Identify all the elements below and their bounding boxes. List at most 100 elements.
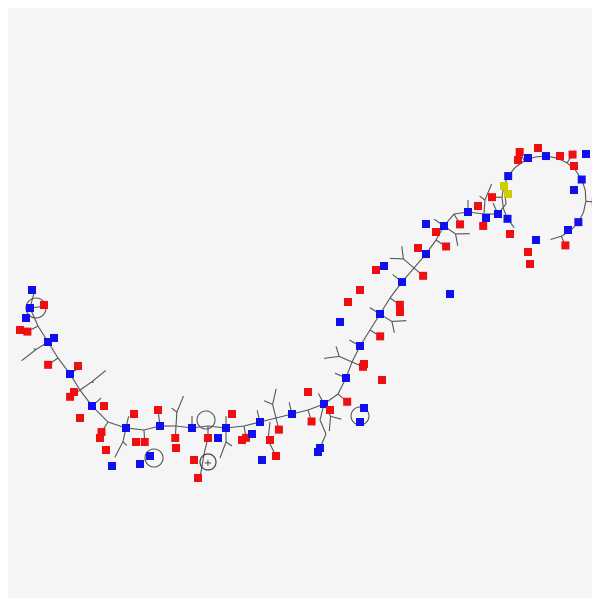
bond — [171, 407, 178, 413]
nitrogen-atom — [50, 334, 58, 342]
oxygen-atom — [506, 230, 514, 238]
structure-canvas[interactable]: + — [8, 8, 592, 598]
nitrogen-atom — [108, 462, 116, 470]
oxygen-atom — [456, 220, 465, 229]
bond — [514, 160, 525, 168]
nitrogen-atom — [66, 370, 74, 378]
oxygen-atom — [97, 428, 106, 437]
bond — [483, 199, 486, 215]
oxygen-atom — [524, 248, 532, 256]
bond — [389, 257, 404, 260]
bond — [91, 369, 107, 383]
oxygen-atom — [514, 156, 522, 164]
nitrogen-atom — [44, 338, 52, 346]
nitrogen-atom — [532, 236, 540, 244]
nitrogen-atom — [376, 310, 384, 318]
bond — [219, 441, 227, 459]
oxygen-atom — [242, 433, 251, 442]
oxygen-atom — [23, 327, 32, 336]
bond — [501, 197, 504, 209]
nitrogen-atom — [574, 218, 583, 227]
oxygen-atom — [432, 228, 440, 236]
oxygen-atom — [76, 414, 84, 422]
nitrogen-atom — [356, 418, 364, 426]
oxygen-atom — [102, 446, 110, 454]
oxygen-atom — [396, 308, 404, 316]
nitrogen-atom — [582, 150, 590, 158]
oxygen-atom — [307, 417, 316, 426]
oxygen-atom — [132, 438, 140, 446]
bond — [479, 195, 486, 201]
nitrogen-atom — [570, 186, 578, 194]
oxygen-atom — [534, 144, 542, 152]
oxygen-atom — [526, 260, 534, 268]
ring — [196, 410, 216, 430]
nitrogen-atom — [440, 222, 448, 230]
oxygen-atom — [568, 150, 577, 159]
nitrogen-atom — [136, 460, 144, 468]
oxygen-atom — [100, 402, 108, 410]
bond — [79, 381, 92, 391]
bond — [21, 348, 37, 362]
nitrogen-atom — [541, 152, 550, 161]
atoms-layer — [16, 144, 592, 482]
oxygen-atom — [204, 434, 212, 442]
bond — [403, 258, 415, 269]
ring — [144, 448, 164, 468]
nitrogen-atom — [360, 404, 368, 412]
nitrogen-atom — [398, 278, 406, 286]
bond — [272, 388, 277, 405]
oxygen-atom — [343, 397, 352, 406]
nitrogen-atom — [356, 342, 364, 350]
bond — [319, 419, 327, 435]
nitrogen-atom — [336, 318, 344, 326]
bond — [263, 400, 273, 405]
oxygen-atom — [376, 332, 385, 341]
bond — [225, 441, 233, 447]
oxygen-atom — [172, 444, 180, 452]
oxygen-atom — [442, 242, 451, 251]
oxygen-atom — [304, 388, 312, 396]
oxygen-atom — [419, 271, 428, 280]
bond — [176, 395, 185, 413]
bond — [122, 441, 128, 446]
oxygen-atom — [488, 193, 497, 202]
nitrogen-atom — [446, 290, 454, 298]
nitrogen-atom — [342, 374, 350, 382]
nitrogen-atom — [464, 208, 472, 216]
oxygen-atom — [194, 474, 202, 482]
bond — [391, 321, 395, 333]
nitrogen-atom — [494, 210, 502, 218]
bond — [323, 355, 340, 359]
oxygen-atom — [228, 410, 236, 418]
nitrogen-atom — [422, 250, 430, 258]
bond — [454, 233, 459, 246]
nitrogen-atom — [146, 452, 154, 460]
nitrogen-atom — [422, 220, 430, 228]
sulfur-atom — [504, 190, 512, 198]
oxygen-atom — [395, 300, 404, 309]
molecule-drawing: + — [16, 144, 592, 482]
oxygen-atom — [414, 244, 422, 252]
oxygen-atom — [372, 266, 380, 274]
bond — [582, 201, 587, 213]
oxygen-atom — [479, 221, 488, 230]
oxygen-atom — [44, 360, 53, 369]
nitrogen-atom — [258, 456, 266, 464]
nitrogen-atom — [316, 444, 324, 452]
bond — [330, 415, 342, 420]
rings-layer — [25, 297, 370, 468]
oxygen-atom — [326, 406, 334, 414]
oxygen-atom — [238, 436, 246, 444]
nitrogen-atom — [577, 175, 586, 184]
nitrogen-atom — [28, 286, 36, 294]
nitrogen-atom — [122, 424, 130, 432]
oxygen-atom — [378, 376, 386, 384]
oxygen-atom — [140, 437, 149, 446]
oxygen-atom — [74, 362, 82, 370]
oxygen-atom — [16, 326, 24, 334]
nitrogen-atom — [248, 430, 256, 438]
oxygen-atom — [344, 298, 352, 306]
nitrogen-atom — [288, 410, 296, 418]
